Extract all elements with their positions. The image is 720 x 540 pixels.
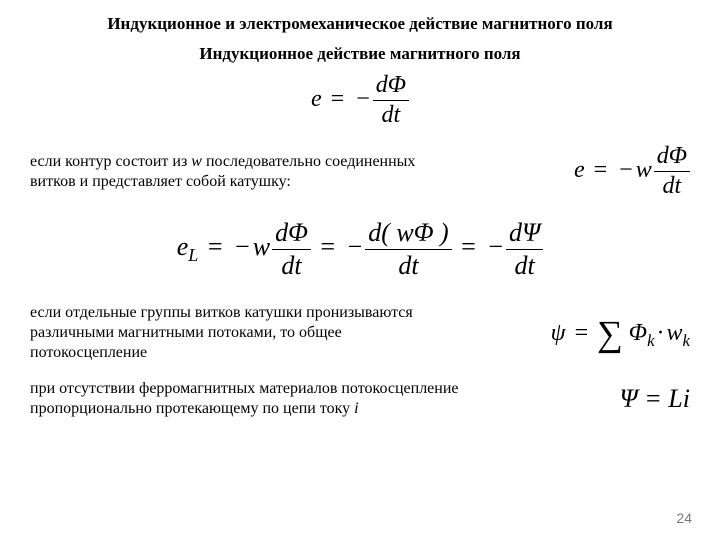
page-title: Индукционное и электромеханическое дейст…: [30, 14, 690, 34]
equation-psi-li: Ψ = Li: [609, 384, 690, 414]
paragraph-inductance: при отсутствии ферромагнитных материалов…: [30, 379, 490, 419]
equation-flux-linkage-sum: ψ = ∑ Φk·wk: [541, 312, 690, 354]
equation-emf-coil: e = −wdΦdt: [564, 143, 690, 200]
paragraph-coil-condition: если контур состоит из w последовательно…: [30, 152, 450, 192]
equation-emf-basic: e = −dΦdt: [30, 72, 690, 129]
page-number: 24: [676, 510, 692, 526]
paragraph-flux-linkage-sum: если отдельные группы витков катушки про…: [30, 303, 450, 363]
page-subtitle: Индукционное действие магнитного поля: [30, 44, 690, 64]
equation-emf-flux-linkage: eL = −wdΦdt = −d( wΦ )dt = −dΨdt: [30, 218, 690, 281]
